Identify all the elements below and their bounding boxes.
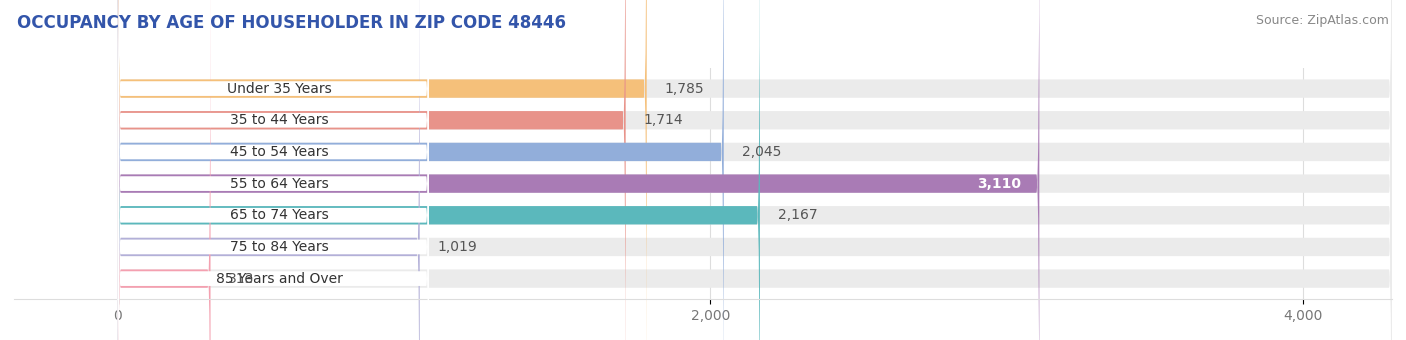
FancyBboxPatch shape — [118, 0, 1039, 340]
Text: 85 Years and Over: 85 Years and Over — [217, 272, 343, 286]
Text: 2,045: 2,045 — [741, 145, 780, 159]
Text: 65 to 74 Years: 65 to 74 Years — [231, 208, 329, 222]
Text: 55 to 64 Years: 55 to 64 Years — [231, 176, 329, 191]
FancyBboxPatch shape — [118, 0, 1392, 340]
FancyBboxPatch shape — [118, 0, 429, 340]
Text: 1,785: 1,785 — [665, 82, 704, 96]
FancyBboxPatch shape — [118, 0, 1392, 340]
FancyBboxPatch shape — [118, 0, 1392, 340]
Text: 2,167: 2,167 — [778, 208, 817, 222]
Text: OCCUPANCY BY AGE OF HOUSEHOLDER IN ZIP CODE 48446: OCCUPANCY BY AGE OF HOUSEHOLDER IN ZIP C… — [17, 14, 565, 32]
FancyBboxPatch shape — [118, 0, 429, 340]
Text: 45 to 54 Years: 45 to 54 Years — [231, 145, 329, 159]
Text: 1,714: 1,714 — [644, 113, 683, 127]
FancyBboxPatch shape — [118, 1, 429, 340]
FancyBboxPatch shape — [118, 0, 1392, 340]
FancyBboxPatch shape — [118, 0, 626, 340]
FancyBboxPatch shape — [118, 0, 759, 340]
FancyBboxPatch shape — [118, 0, 211, 340]
FancyBboxPatch shape — [118, 0, 429, 340]
Text: 35 to 44 Years: 35 to 44 Years — [231, 113, 329, 127]
FancyBboxPatch shape — [118, 0, 429, 340]
FancyBboxPatch shape — [118, 0, 1392, 340]
Text: 313: 313 — [228, 272, 254, 286]
FancyBboxPatch shape — [118, 0, 429, 340]
Text: Under 35 Years: Under 35 Years — [228, 82, 332, 96]
Text: Source: ZipAtlas.com: Source: ZipAtlas.com — [1256, 14, 1389, 27]
FancyBboxPatch shape — [118, 0, 429, 340]
FancyBboxPatch shape — [118, 0, 1392, 340]
FancyBboxPatch shape — [118, 0, 420, 340]
Text: 1,019: 1,019 — [437, 240, 477, 254]
Text: 75 to 84 Years: 75 to 84 Years — [231, 240, 329, 254]
FancyBboxPatch shape — [118, 0, 724, 340]
Text: 3,110: 3,110 — [977, 176, 1022, 191]
FancyBboxPatch shape — [118, 0, 1392, 340]
FancyBboxPatch shape — [118, 0, 647, 340]
